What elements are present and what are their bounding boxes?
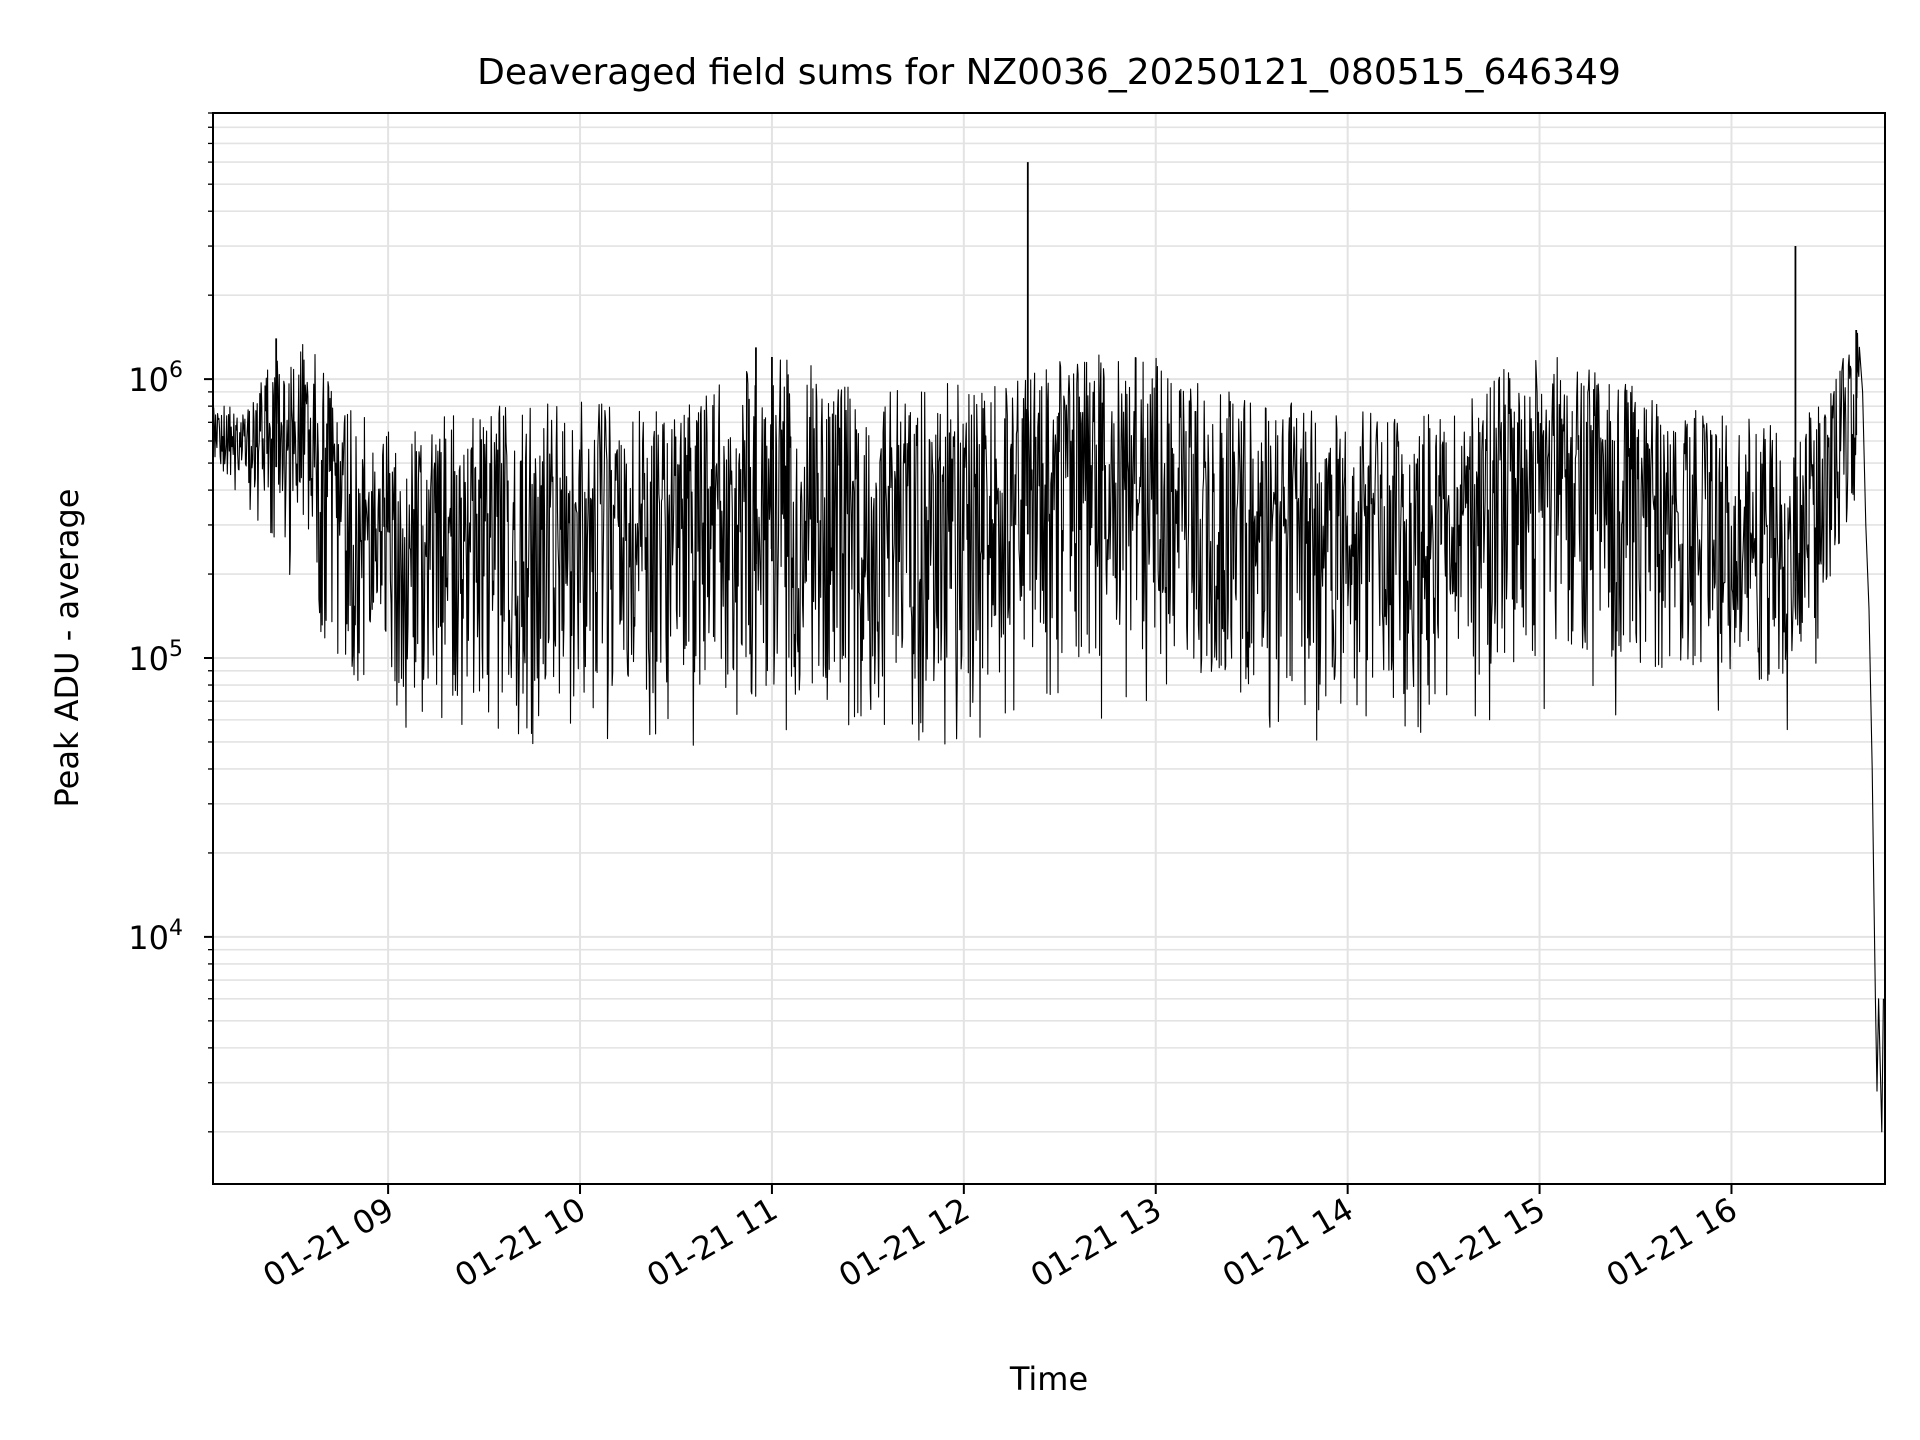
y-tick-label: 106 xyxy=(128,358,183,399)
y-axis-label: Peak ADU - average xyxy=(48,489,86,808)
chart-title: Deaveraged field sums for NZ0036_2025012… xyxy=(477,52,1621,93)
y-tick-label: 105 xyxy=(128,637,183,678)
series-line xyxy=(212,332,1884,1133)
y-tick-label: 104 xyxy=(128,916,183,957)
series-group xyxy=(212,162,1884,1133)
y-axis: 104 105 106 xyxy=(128,112,213,1133)
x-axis-label: Time xyxy=(1009,1360,1088,1398)
plot-frame xyxy=(212,112,1886,1185)
